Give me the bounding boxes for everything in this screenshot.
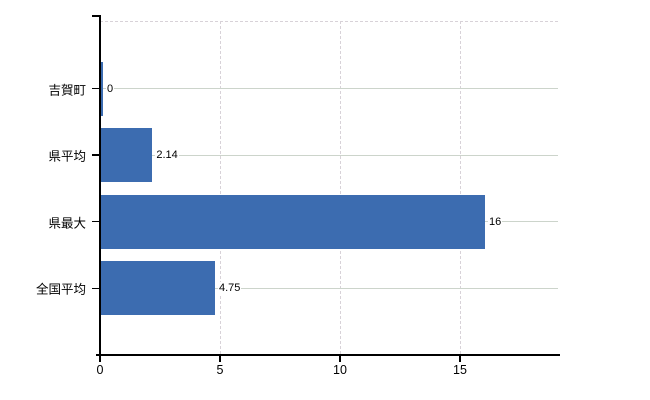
x-tick-label: 15 <box>453 363 467 377</box>
x-axis-tick <box>219 356 221 362</box>
column-gridline <box>340 21 341 354</box>
x-tick-label: 10 <box>333 363 347 377</box>
column-gridline <box>220 21 221 354</box>
category-label: 吉賀町 <box>48 83 86 97</box>
row-gridline <box>101 154 558 156</box>
bar-value-label: 16 <box>488 215 503 228</box>
y-axis-tick <box>92 87 100 90</box>
bar <box>101 261 215 316</box>
category-label: 全国平均 <box>35 282 86 297</box>
x-axis-line <box>96 354 560 356</box>
category-label: 県平均 <box>48 149 86 164</box>
x-axis-tick <box>99 356 101 362</box>
bar <box>101 194 485 249</box>
x-tick-label: 5 <box>216 363 224 377</box>
x-axis-tick <box>459 356 461 362</box>
row-gridline <box>101 287 558 289</box>
y-axis-tick <box>92 287 100 290</box>
bar <box>101 128 153 183</box>
y-axis-tick <box>92 220 100 223</box>
row-gridline <box>101 88 558 89</box>
x-tick-label: 0 <box>96 363 104 377</box>
plot-top-border <box>100 21 558 22</box>
y-axis-tick <box>92 154 100 156</box>
column-gridline <box>460 21 461 354</box>
bar-value-label: 4.75 <box>218 282 242 295</box>
x-axis-tick <box>339 356 341 362</box>
bar <box>101 61 103 116</box>
bar-value-label: 0 <box>106 82 115 95</box>
category-label: 県最大 <box>48 216 86 231</box>
y-axis-line <box>99 15 101 356</box>
y-axis-top-cap <box>92 15 100 17</box>
bar-value-label: 2.14 <box>155 149 179 162</box>
